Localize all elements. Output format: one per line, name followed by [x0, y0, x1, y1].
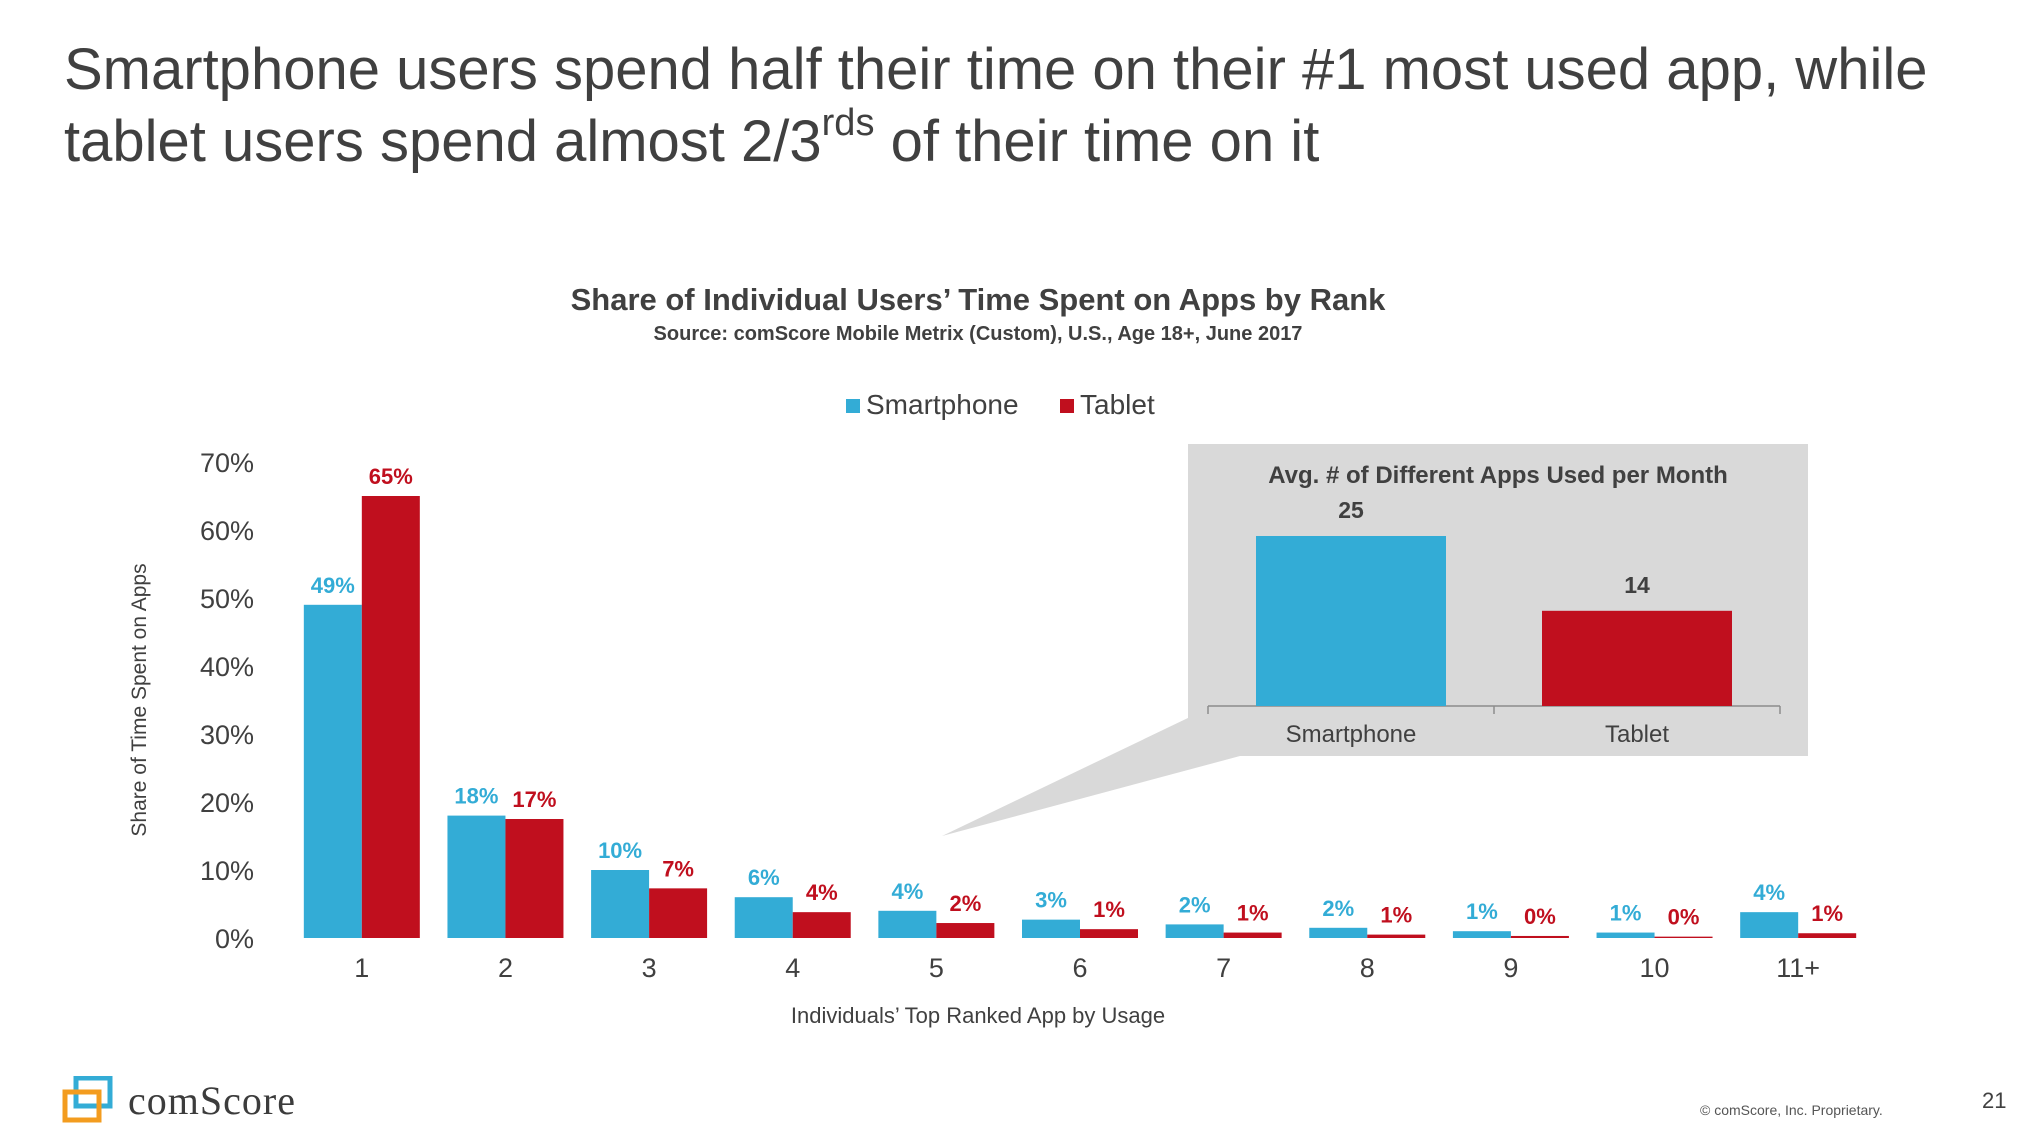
inset-data-label-smartphone: 25	[1338, 497, 1364, 523]
bar-tablet	[1223, 932, 1282, 938]
data-label-tablet: 65%	[369, 464, 413, 489]
bar-tablet	[649, 888, 708, 938]
data-label-tablet: 1%	[1811, 901, 1843, 926]
main-chart: Share of Individual Users’ Time Spent on…	[128, 282, 1857, 1028]
y-tick-label: 60%	[200, 516, 254, 546]
bar-smartphone	[447, 815, 506, 938]
comscore-logo: comScore	[62, 1076, 296, 1124]
y-tick-label: 70%	[200, 448, 254, 478]
bar-tablet	[1510, 935, 1569, 938]
bar-smartphone	[1452, 931, 1511, 938]
data-label-smartphone: 2%	[1322, 896, 1354, 921]
bar-smartphone	[1309, 927, 1368, 938]
data-label-smartphone: 6%	[748, 865, 780, 890]
bar-smartphone	[1165, 924, 1224, 938]
x-tick-label: 6	[1072, 953, 1087, 983]
inset-category-label-smartphone: Smartphone	[1286, 721, 1417, 748]
bar-smartphone	[1740, 912, 1799, 938]
legend-label-tablet: Tablet	[1080, 389, 1155, 420]
data-label-smartphone: 10%	[598, 838, 642, 863]
data-label-smartphone: 49%	[311, 573, 355, 598]
inset-category-label-tablet: Tablet	[1605, 721, 1669, 748]
inset-data-label-tablet: 14	[1624, 572, 1650, 598]
page-number: 21	[1982, 1088, 2007, 1113]
y-tick-label: 0%	[215, 924, 254, 954]
comscore-logo-icon	[62, 1076, 113, 1123]
data-label-smartphone: 3%	[1035, 888, 1067, 913]
x-tick-label: 9	[1503, 953, 1518, 983]
callout-pointer	[942, 717, 1240, 836]
data-label-tablet: 1%	[1237, 901, 1269, 926]
bar-smartphone	[303, 604, 362, 938]
data-label-tablet: 2%	[949, 891, 981, 916]
data-label-tablet: 7%	[662, 856, 694, 881]
slide-title-line-2: tablet users spend almost 2/3rds of thei…	[64, 104, 1984, 178]
slide-title: Smartphone users spend half their time o…	[64, 34, 1984, 178]
bar-tablet	[1367, 934, 1426, 938]
inset-bar-smartphone	[1256, 536, 1446, 706]
data-label-tablet: 0%	[1524, 904, 1556, 929]
x-tick-label: 5	[929, 953, 944, 983]
title-superscript: rds	[821, 102, 875, 144]
data-label-smartphone: 18%	[454, 784, 498, 809]
data-label-tablet: 0%	[1668, 905, 1700, 930]
inset-title: Avg. # of Different Apps Used per Month	[1268, 462, 1728, 489]
x-tick-label: 3	[642, 953, 657, 983]
logo-text: comScore	[128, 1077, 296, 1123]
inset-bar-tablet	[1542, 610, 1732, 706]
data-label-smartphone: 2%	[1179, 892, 1211, 917]
y-tick-label: 20%	[200, 788, 254, 818]
legend-swatch-tablet	[1060, 399, 1074, 413]
title-line-2-end: of their time on it	[874, 109, 1320, 174]
y-axis-label: Share of Time Spent on Apps	[128, 563, 151, 836]
bar-tablet	[361, 496, 420, 938]
x-tick-label: 4	[785, 953, 800, 983]
bar-smartphone	[734, 897, 793, 938]
bar-tablet	[1080, 929, 1138, 938]
x-tick-label: 1	[354, 953, 369, 983]
data-label-tablet: 1%	[1380, 903, 1412, 928]
slide-title-line-1: Smartphone users spend half their time o…	[64, 37, 1928, 102]
legend-label-smartphone: Smartphone	[866, 389, 1019, 420]
y-tick-label: 10%	[200, 856, 254, 886]
bar-tablet	[792, 912, 851, 938]
x-tick-label: 7	[1216, 953, 1231, 983]
bar-smartphone	[878, 910, 937, 938]
copyright: © comScore, Inc. Proprietary.	[1700, 1102, 1883, 1118]
y-tick-label: 30%	[200, 720, 254, 750]
inset-chart: Avg. # of Different Apps Used per Month 2…	[942, 444, 1808, 836]
x-axis-label: Individuals’ Top Ranked App by Usage	[791, 1003, 1165, 1028]
chart-subtitle: Source: comScore Mobile Metrix (Custom),…	[654, 323, 1303, 345]
x-tick-label: 10	[1640, 953, 1670, 983]
x-tick-label: 2	[498, 953, 513, 983]
x-tick-label: 8	[1360, 953, 1375, 983]
data-label-tablet: 4%	[806, 880, 838, 905]
data-label-tablet: 17%	[512, 787, 556, 812]
bar-smartphone	[1022, 919, 1080, 938]
data-label-tablet: 1%	[1093, 897, 1125, 922]
x-tick-label: 11+	[1776, 953, 1820, 983]
title-line-2-start: tablet users spend almost 2/3	[64, 109, 822, 174]
data-label-smartphone: 1%	[1466, 899, 1498, 924]
bar-tablet	[1798, 933, 1857, 938]
y-tick-label: 50%	[200, 584, 254, 614]
data-label-smartphone: 4%	[891, 879, 923, 904]
chart-title: Share of Individual Users’ Time Spent on…	[571, 282, 1387, 317]
bar-smartphone	[1596, 932, 1655, 938]
bar-smartphone	[591, 870, 650, 938]
data-label-smartphone: 4%	[1753, 880, 1785, 905]
bar-tablet	[1654, 936, 1713, 938]
bar-tablet	[936, 923, 995, 938]
bar-tablet	[505, 819, 564, 938]
data-label-smartphone: 1%	[1610, 901, 1642, 926]
y-tick-label: 40%	[200, 652, 254, 682]
legend-swatch-smartphone	[846, 399, 860, 413]
